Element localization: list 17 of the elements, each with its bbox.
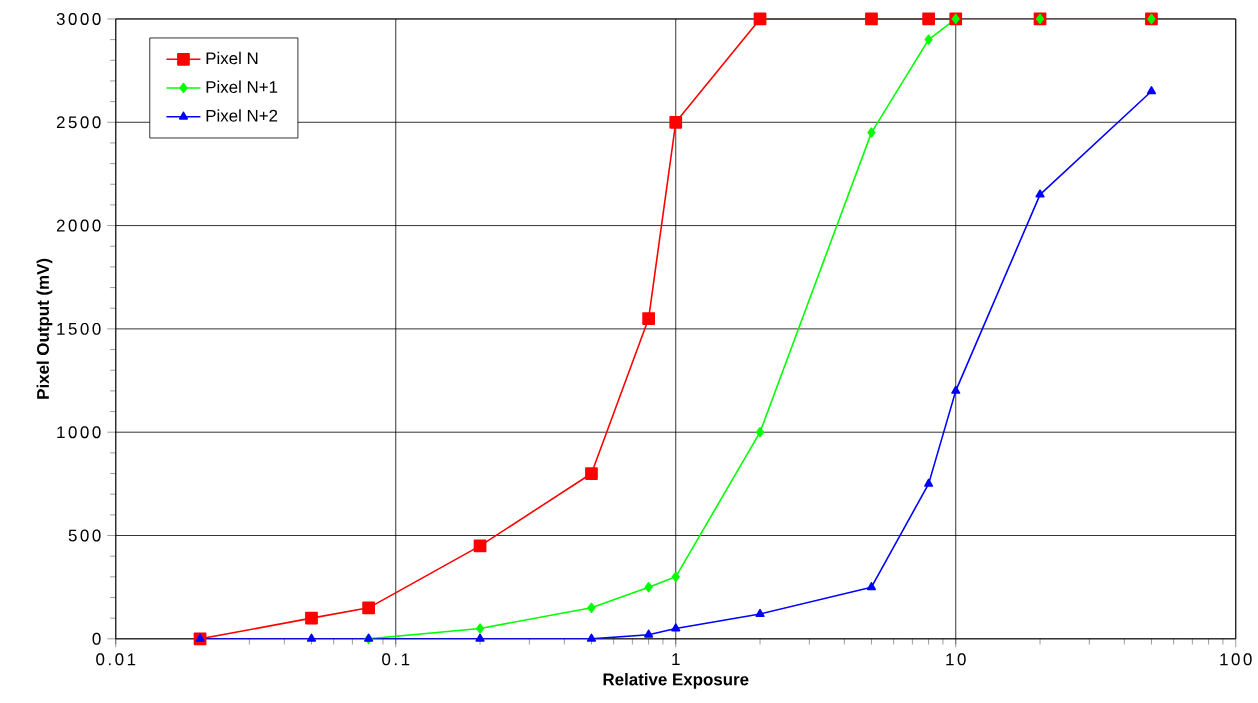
x-tick-label: 100 <box>1220 653 1252 666</box>
legend-label: Pixel N+2 <box>206 109 278 122</box>
x-tick-label: 0.1 <box>382 653 410 666</box>
legend-label: Pixel N+1 <box>206 80 278 94</box>
y-tick-label: 500 <box>68 529 101 542</box>
y-tick-label: 0 <box>92 632 101 645</box>
y-axis-title: Pixel Output (mV) <box>36 258 53 399</box>
x-tick-label: 10 <box>946 653 966 666</box>
y-tick-label: 3000 <box>56 13 101 26</box>
y-tick-label: 2500 <box>56 116 101 129</box>
legend-label: Pixel N <box>206 52 258 65</box>
x-tick-label: 1 <box>672 653 680 666</box>
x-axis-title: Relative Exposure <box>603 673 749 689</box>
x-tick-label: 0.01 <box>96 653 136 666</box>
y-tick-label: 2000 <box>56 219 101 232</box>
y-tick-label: 1500 <box>57 323 101 335</box>
y-tick-label: 1000 <box>57 426 101 439</box>
